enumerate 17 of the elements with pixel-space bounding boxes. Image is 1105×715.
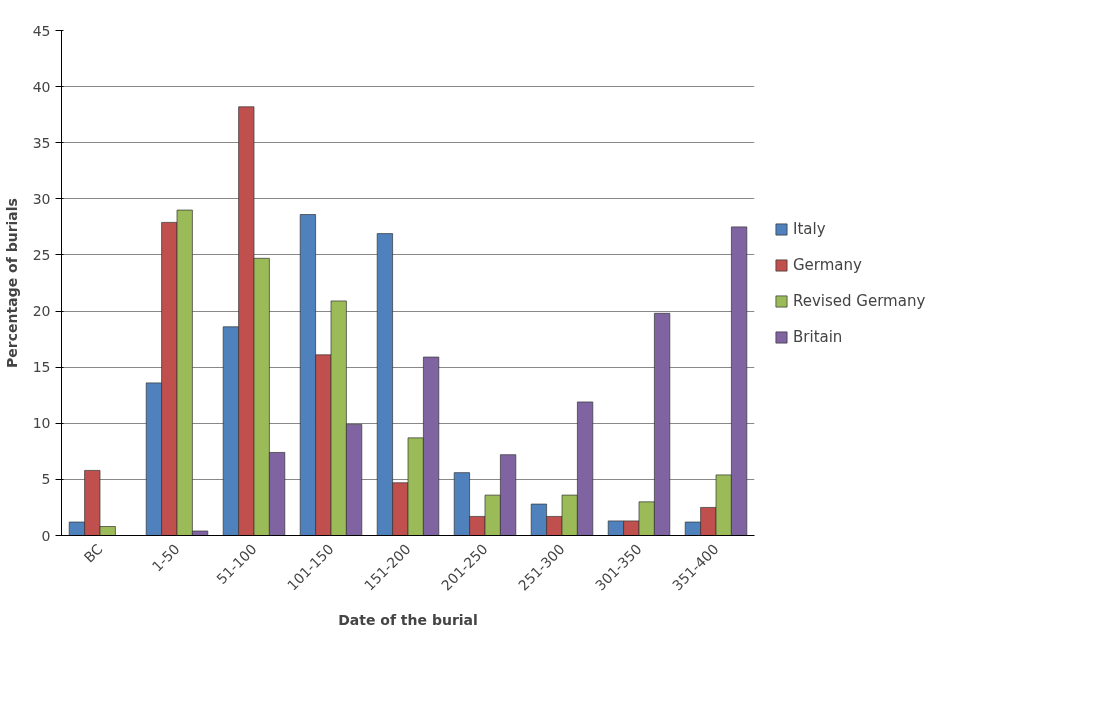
x-tick-label: BC <box>80 540 106 566</box>
y-tick-label: 10 <box>32 415 51 432</box>
y-tick-label: 20 <box>32 303 51 320</box>
x-axis-title: Date of the burial <box>338 612 478 629</box>
y-axis-title: Percentage of burials <box>3 198 20 368</box>
y-tick-label: 35 <box>32 134 51 151</box>
legend-label: Revised Germany <box>793 291 926 310</box>
y-tick-label: 40 <box>32 78 51 95</box>
y-tick-label: 30 <box>32 190 51 207</box>
y-tick-label: 15 <box>32 359 51 376</box>
legend-label: Italy <box>793 219 826 238</box>
y-tick-label: 25 <box>32 246 51 263</box>
y-tick-label: 45 <box>32 22 51 39</box>
y-tick-label: 5 <box>41 471 51 488</box>
legend-label: Britain <box>793 327 843 346</box>
y-tick-label: 0 <box>41 527 51 544</box>
legend-label: Germany <box>793 255 862 274</box>
